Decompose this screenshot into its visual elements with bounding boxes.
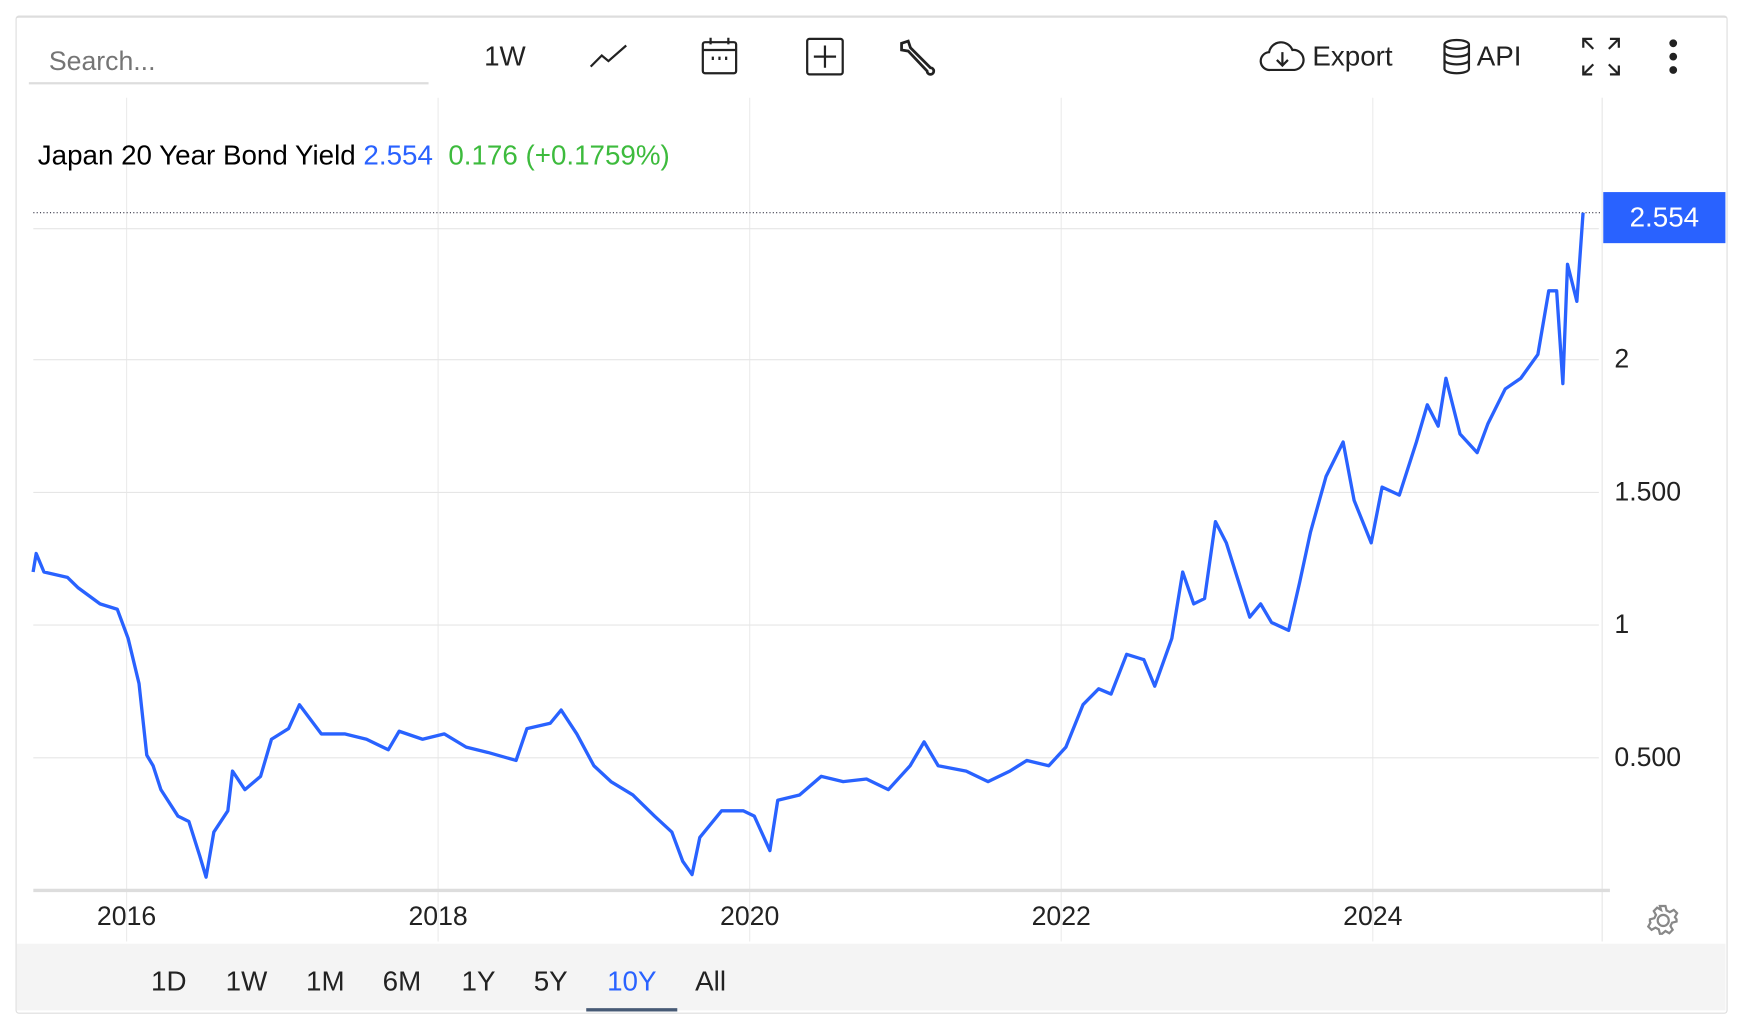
range-button-5y[interactable]: 5Y — [533, 965, 568, 998]
interval-button[interactable]: 1W — [484, 36, 526, 78]
range-button-1d[interactable]: 1D — [151, 965, 187, 998]
y-tick-label: 1 — [1614, 609, 1630, 640]
range-button-all[interactable]: All — [695, 965, 727, 998]
calendar-icon — [701, 37, 738, 75]
widget-frame — [15, 15, 1728, 1014]
chart-settings-button[interactable] — [1645, 899, 1681, 941]
range-button-1y[interactable]: 1Y — [461, 965, 496, 998]
fullscreen-button[interactable] — [1581, 36, 1621, 78]
y-tick-label: 1.500 — [1614, 476, 1682, 507]
add-square-icon — [806, 37, 844, 76]
chart-type-button[interactable] — [588, 36, 630, 78]
api-label: API — [1476, 40, 1522, 72]
fullscreen-icon — [1582, 37, 1620, 76]
interval-label: 1W — [484, 40, 526, 72]
legend-series-name: Japan 20 Year Bond Yield — [37, 139, 356, 171]
export-label: Export — [1312, 40, 1393, 72]
legend-change: 0.176 (+0.1759%) — [448, 139, 670, 171]
settings-tool-button[interactable] — [897, 36, 937, 78]
x-tick-label: 2022 — [1031, 901, 1091, 932]
search-input[interactable] — [28, 42, 429, 85]
date-range-button[interactable] — [699, 36, 739, 78]
range-button-1m[interactable]: 1M — [306, 965, 345, 998]
more-menu-button[interactable] — [1665, 36, 1681, 78]
more-vertical-icon — [1669, 39, 1678, 74]
gear-icon — [1646, 904, 1679, 935]
compare-button[interactable] — [804, 36, 846, 78]
x-tick-label: 2020 — [720, 901, 780, 932]
legend-value: 2.554 — [363, 139, 433, 171]
export-button[interactable]: Export — [1259, 36, 1393, 78]
y-tick-label: 2 — [1614, 344, 1630, 375]
x-tick-label: 2024 — [1343, 901, 1403, 932]
y-tick-label: 0.500 — [1614, 742, 1682, 773]
last-price-tag: 2.554 — [1603, 192, 1726, 244]
range-button-10y[interactable]: 10Y — [607, 965, 657, 998]
active-range-underline — [586, 1008, 678, 1012]
line-chart-icon — [589, 44, 627, 68]
wrench-icon — [900, 39, 936, 76]
range-selector-bar — [16, 943, 1726, 1011]
database-icon — [1443, 38, 1471, 75]
api-button[interactable]: API — [1441, 36, 1521, 78]
series-legend: Japan 20 Year Bond Yield 2.554 0.176 (+0… — [38, 140, 670, 172]
x-tick-label: 2018 — [408, 901, 468, 932]
range-button-6m[interactable]: 6M — [382, 965, 422, 998]
x-tick-label: 2016 — [96, 901, 157, 932]
cloud-download-icon — [1259, 41, 1305, 72]
range-button-1w[interactable]: 1W — [225, 965, 268, 998]
